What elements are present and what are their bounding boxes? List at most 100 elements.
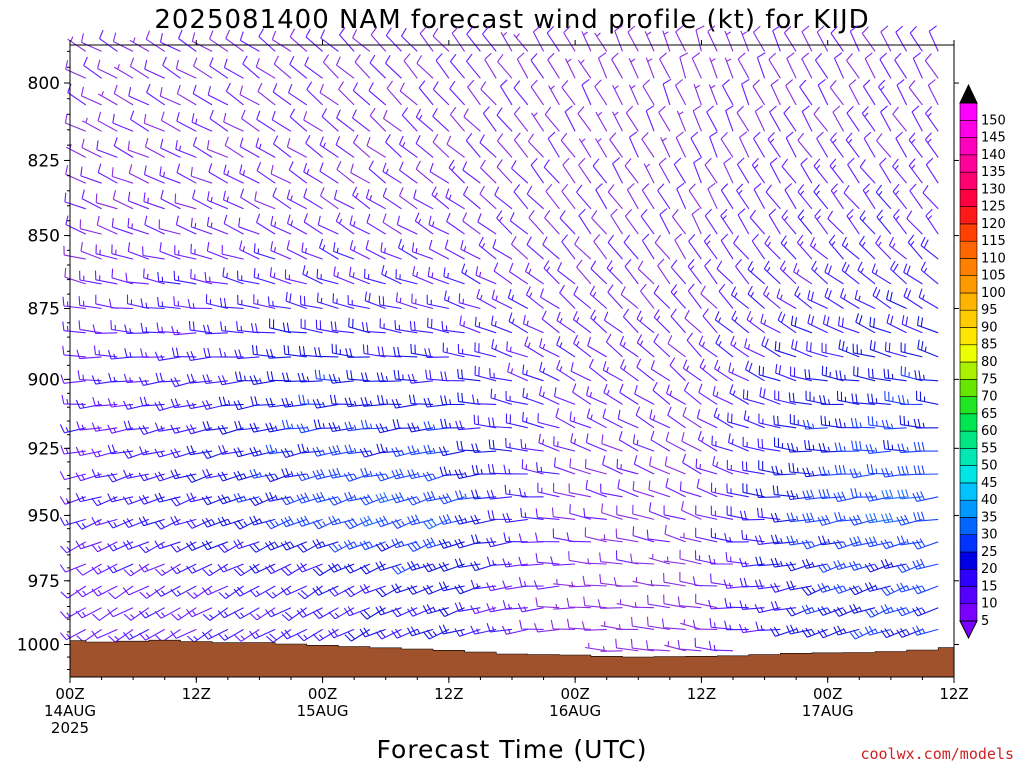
wind-barb <box>440 418 465 429</box>
wind-barb <box>615 550 639 565</box>
wind-barb <box>828 234 844 260</box>
wind-barb <box>313 419 339 430</box>
wind-barb <box>80 242 102 260</box>
wind-barb <box>391 583 418 594</box>
colorbar-tick-label: 140 <box>981 148 1006 163</box>
wind-barb <box>652 381 671 405</box>
wind-barb <box>375 515 402 528</box>
wind-barb <box>286 214 308 235</box>
wind-barb <box>784 183 797 210</box>
wind-barb <box>237 270 260 285</box>
wind-barb <box>503 532 528 543</box>
wind-barb <box>486 489 513 500</box>
wind-barb <box>835 370 860 382</box>
wind-barb <box>861 106 876 132</box>
wind-barb <box>360 397 386 407</box>
wind-barb <box>322 54 339 79</box>
wind-barb <box>375 541 402 552</box>
wind-barb <box>757 438 781 452</box>
wind-barb <box>869 340 892 358</box>
wind-barb <box>59 517 86 526</box>
wind-barb <box>144 137 165 158</box>
wind-barb <box>724 597 749 609</box>
wind-barb <box>513 132 529 158</box>
wind-barb <box>234 371 260 382</box>
wind-barb <box>593 234 608 260</box>
wind-barb <box>829 80 844 106</box>
wind-barb <box>747 285 765 309</box>
wind-barb <box>528 209 545 235</box>
wind-barb <box>817 606 844 616</box>
wind-barb <box>438 446 465 457</box>
wind-barb <box>603 383 623 405</box>
wind-barb <box>411 293 434 310</box>
wind-barb <box>480 159 497 184</box>
wind-barb <box>849 603 876 614</box>
wind-barb <box>924 53 939 79</box>
wind-barb <box>140 298 165 310</box>
wind-barb <box>785 131 797 158</box>
wind-barb <box>890 260 907 285</box>
wind-barb <box>273 55 292 79</box>
wind-barb <box>296 492 323 504</box>
wind-barb <box>503 464 528 475</box>
wind-barb <box>532 25 545 52</box>
wind-barb <box>520 438 544 452</box>
wind-barb <box>789 414 813 429</box>
wind-barb <box>488 439 513 452</box>
wind-barb <box>331 343 355 358</box>
wind-barb <box>599 574 623 587</box>
wind-barb <box>60 445 86 455</box>
wind-barb <box>377 394 402 405</box>
wind-barb <box>643 163 655 184</box>
wind-barb <box>477 213 497 235</box>
wind-barb <box>170 541 197 553</box>
wind-barb <box>397 238 418 260</box>
wind-barb <box>303 188 323 210</box>
wind-barb <box>677 596 702 609</box>
wind-barb <box>144 59 165 79</box>
wind-barb <box>482 106 497 132</box>
wind-barb <box>824 263 844 285</box>
wind-barb <box>556 336 576 358</box>
wind-barb <box>791 339 813 358</box>
wind-barb <box>849 535 876 547</box>
wind-barb <box>698 335 718 358</box>
x-axis-label: Forecast Time (UTC) <box>377 735 648 764</box>
wind-barb <box>859 159 876 184</box>
wind-barb <box>633 455 655 475</box>
wind-barb <box>914 370 939 382</box>
wind-barb <box>693 157 702 184</box>
wind-barb <box>369 107 387 132</box>
wind-barb <box>76 421 102 431</box>
wind-barb <box>709 617 734 630</box>
wind-barb <box>865 536 892 548</box>
wind-barb <box>410 343 434 358</box>
wind-barb <box>849 560 876 571</box>
wind-barb <box>160 138 181 158</box>
wind-barb <box>265 585 292 599</box>
wind-barb <box>754 603 781 614</box>
wind-barb <box>911 105 923 132</box>
wind-barb <box>692 576 718 587</box>
wind-barb <box>82 117 102 132</box>
wind-barb <box>422 604 450 615</box>
wind-barb <box>694 550 718 565</box>
wind-barb <box>344 444 370 455</box>
wind-barb <box>107 398 134 408</box>
wind-barb <box>800 157 813 184</box>
wind-barb <box>407 585 434 595</box>
colorbar-segment <box>959 292 978 311</box>
wind-barb <box>628 131 639 158</box>
wind-barb <box>569 504 592 520</box>
wind-barb <box>813 158 829 184</box>
wind-barb <box>912 558 939 570</box>
wind-barb <box>879 52 892 79</box>
wind-barb <box>209 109 229 132</box>
wind-barb <box>281 467 307 478</box>
wind-barb <box>60 585 87 599</box>
wind-barb <box>863 131 876 158</box>
wind-barb <box>454 514 481 525</box>
wind-barb <box>443 267 465 285</box>
wind-barb <box>470 561 497 572</box>
